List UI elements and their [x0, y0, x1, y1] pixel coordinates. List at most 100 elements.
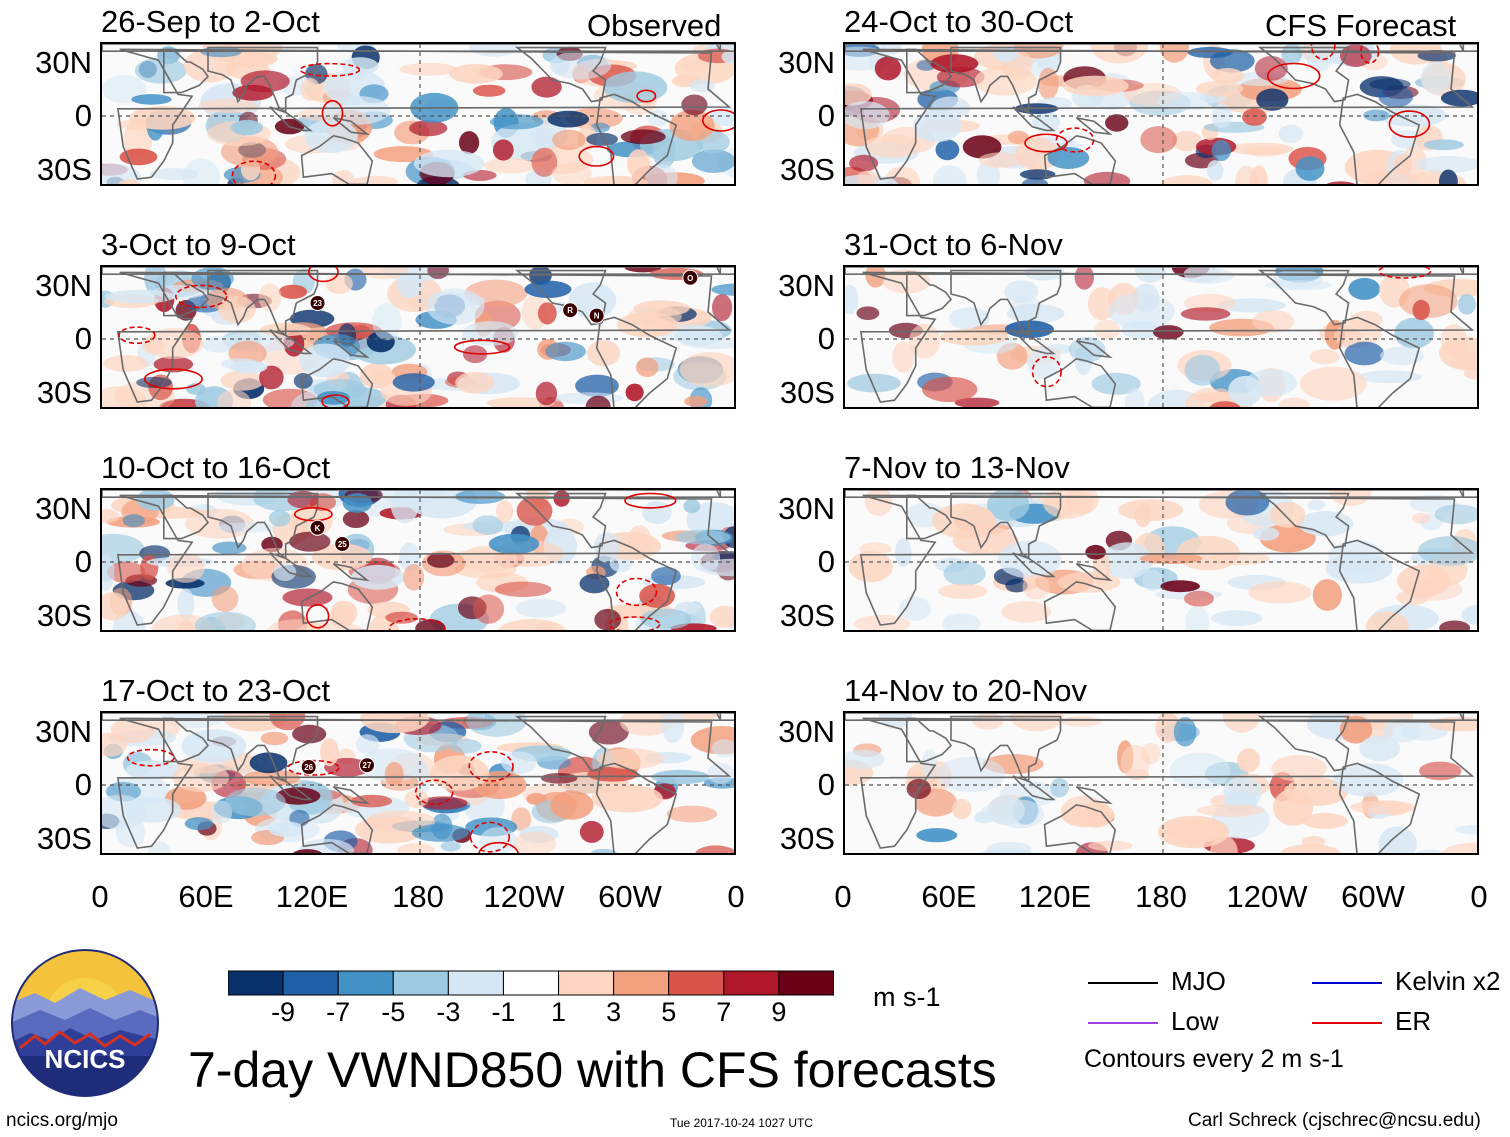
negative-anomaly: [216, 522, 276, 533]
negative-anomaly: [1382, 718, 1421, 743]
positive-anomaly: [1165, 819, 1227, 843]
coastline: [950, 715, 1062, 784]
negative-anomaly: [1416, 849, 1445, 853]
negative-anomaly: [1125, 387, 1145, 407]
storm-marker: R: [562, 302, 579, 319]
negative-anomaly: [149, 168, 198, 180]
lon-label: 120W: [483, 879, 565, 914]
positive-anomaly: [591, 784, 663, 813]
negative-anomaly: [709, 107, 734, 127]
lat-label: 30S: [779, 821, 835, 856]
positive-anomaly: [1038, 67, 1059, 100]
positive-anomaly: [681, 94, 708, 116]
positive-anomaly: [695, 845, 734, 853]
ncics-logo: NCICS: [11, 949, 159, 1097]
negative-anomaly: [949, 307, 990, 330]
positive-anomaly: [627, 149, 651, 179]
panel-title: 14-Nov to 20-Nov: [844, 673, 1087, 708]
negative-anomaly: [661, 713, 685, 744]
positive-anomaly: [260, 731, 289, 746]
lon-label: 0: [1470, 879, 1488, 914]
positive-anomaly: [427, 267, 449, 279]
positive-anomaly: [1299, 366, 1367, 401]
map-panel: K 25: [100, 488, 736, 632]
positive-anomaly: [1180, 307, 1231, 321]
positive-anomaly: [1001, 601, 1052, 623]
negative-anomaly: [942, 613, 981, 630]
positive-anomaly: [342, 510, 370, 528]
er-contour: [1031, 355, 1062, 388]
positive-anomaly: [1062, 75, 1129, 96]
footer-author: Carl Schreck (cjschrec@ncsu.edu): [1188, 1110, 1481, 1131]
positive-anomaly: [1160, 175, 1213, 184]
coastline: [163, 271, 210, 317]
storm-marker-label: N: [594, 312, 600, 321]
positive-anomaly: [1085, 544, 1106, 560]
coastline: [906, 48, 953, 94]
positive-anomaly: [403, 564, 425, 591]
positive-anomaly: [635, 357, 659, 378]
negative-anomaly: [683, 499, 701, 514]
negative-anomaly: [273, 563, 297, 581]
positive-anomaly: [856, 306, 880, 320]
coastline: [269, 775, 313, 801]
positive-anomaly: [1248, 581, 1312, 604]
negative-anomaly: [134, 57, 187, 84]
negative-anomaly: [355, 734, 380, 755]
negative-anomaly: [1295, 156, 1325, 181]
positive-anomaly: [1312, 579, 1342, 611]
colorbar-tick-label: -1: [491, 997, 516, 1027]
lon-label: 180: [1135, 879, 1187, 914]
coastline: [102, 44, 722, 52]
coastline: [845, 44, 1465, 52]
negative-anomaly: [1457, 293, 1476, 315]
positive-anomaly: [1139, 553, 1203, 564]
positive-anomaly: [853, 615, 911, 630]
negative-anomaly: [547, 110, 590, 128]
positive-anomaly: [1062, 716, 1102, 727]
footer-url[interactable]: ncics.org/mjo: [6, 1110, 118, 1131]
lat-label: 30N: [35, 268, 92, 303]
lat-label: 30N: [778, 714, 835, 749]
positive-anomaly: [198, 98, 258, 114]
negative-anomaly: [1281, 44, 1303, 65]
negative-anomaly: [1184, 354, 1221, 386]
negative-anomaly: [501, 751, 537, 774]
positive-anomaly: [856, 170, 879, 184]
negative-anomaly: [1418, 536, 1477, 566]
positive-anomaly: [1355, 170, 1422, 184]
er-contour: [321, 100, 344, 127]
positive-anomaly: [1209, 401, 1241, 407]
coastline: [1012, 775, 1056, 801]
negative-anomaly: [396, 271, 423, 298]
negative-anomaly: [147, 840, 172, 853]
negative-anomaly: [1206, 160, 1224, 181]
coastline: [116, 48, 732, 180]
coastline: [906, 271, 953, 317]
negative-anomaly: [1156, 91, 1217, 111]
negative-anomaly: [651, 566, 681, 586]
negative-anomaly: [102, 554, 115, 592]
negative-anomaly: [1108, 293, 1175, 330]
colorbar-unit: m s-1: [873, 982, 941, 1012]
colorbar-tick-label: -9: [271, 997, 296, 1027]
negative-anomaly: [1307, 499, 1325, 511]
negative-anomaly: [1253, 527, 1280, 541]
negative-anomaly: [462, 321, 519, 346]
positive-anomaly: [1406, 577, 1463, 601]
positive-anomaly: [1284, 777, 1349, 806]
negative-anomaly: [490, 114, 544, 130]
negative-anomaly: [1006, 303, 1065, 324]
negative-anomaly: [575, 374, 619, 397]
coastline: [1458, 713, 1477, 721]
er-contour: [468, 751, 514, 782]
lon-label: 120E: [1018, 879, 1092, 914]
positive-anomaly: [240, 70, 290, 93]
lat-label: 30N: [35, 714, 92, 749]
positive-anomaly: [1350, 800, 1417, 815]
positive-anomaly: [1210, 68, 1244, 84]
er-contour: [414, 779, 454, 805]
positive-anomaly: [1278, 397, 1310, 407]
negative-anomaly: [603, 71, 668, 104]
positive-anomaly: [1271, 755, 1327, 782]
